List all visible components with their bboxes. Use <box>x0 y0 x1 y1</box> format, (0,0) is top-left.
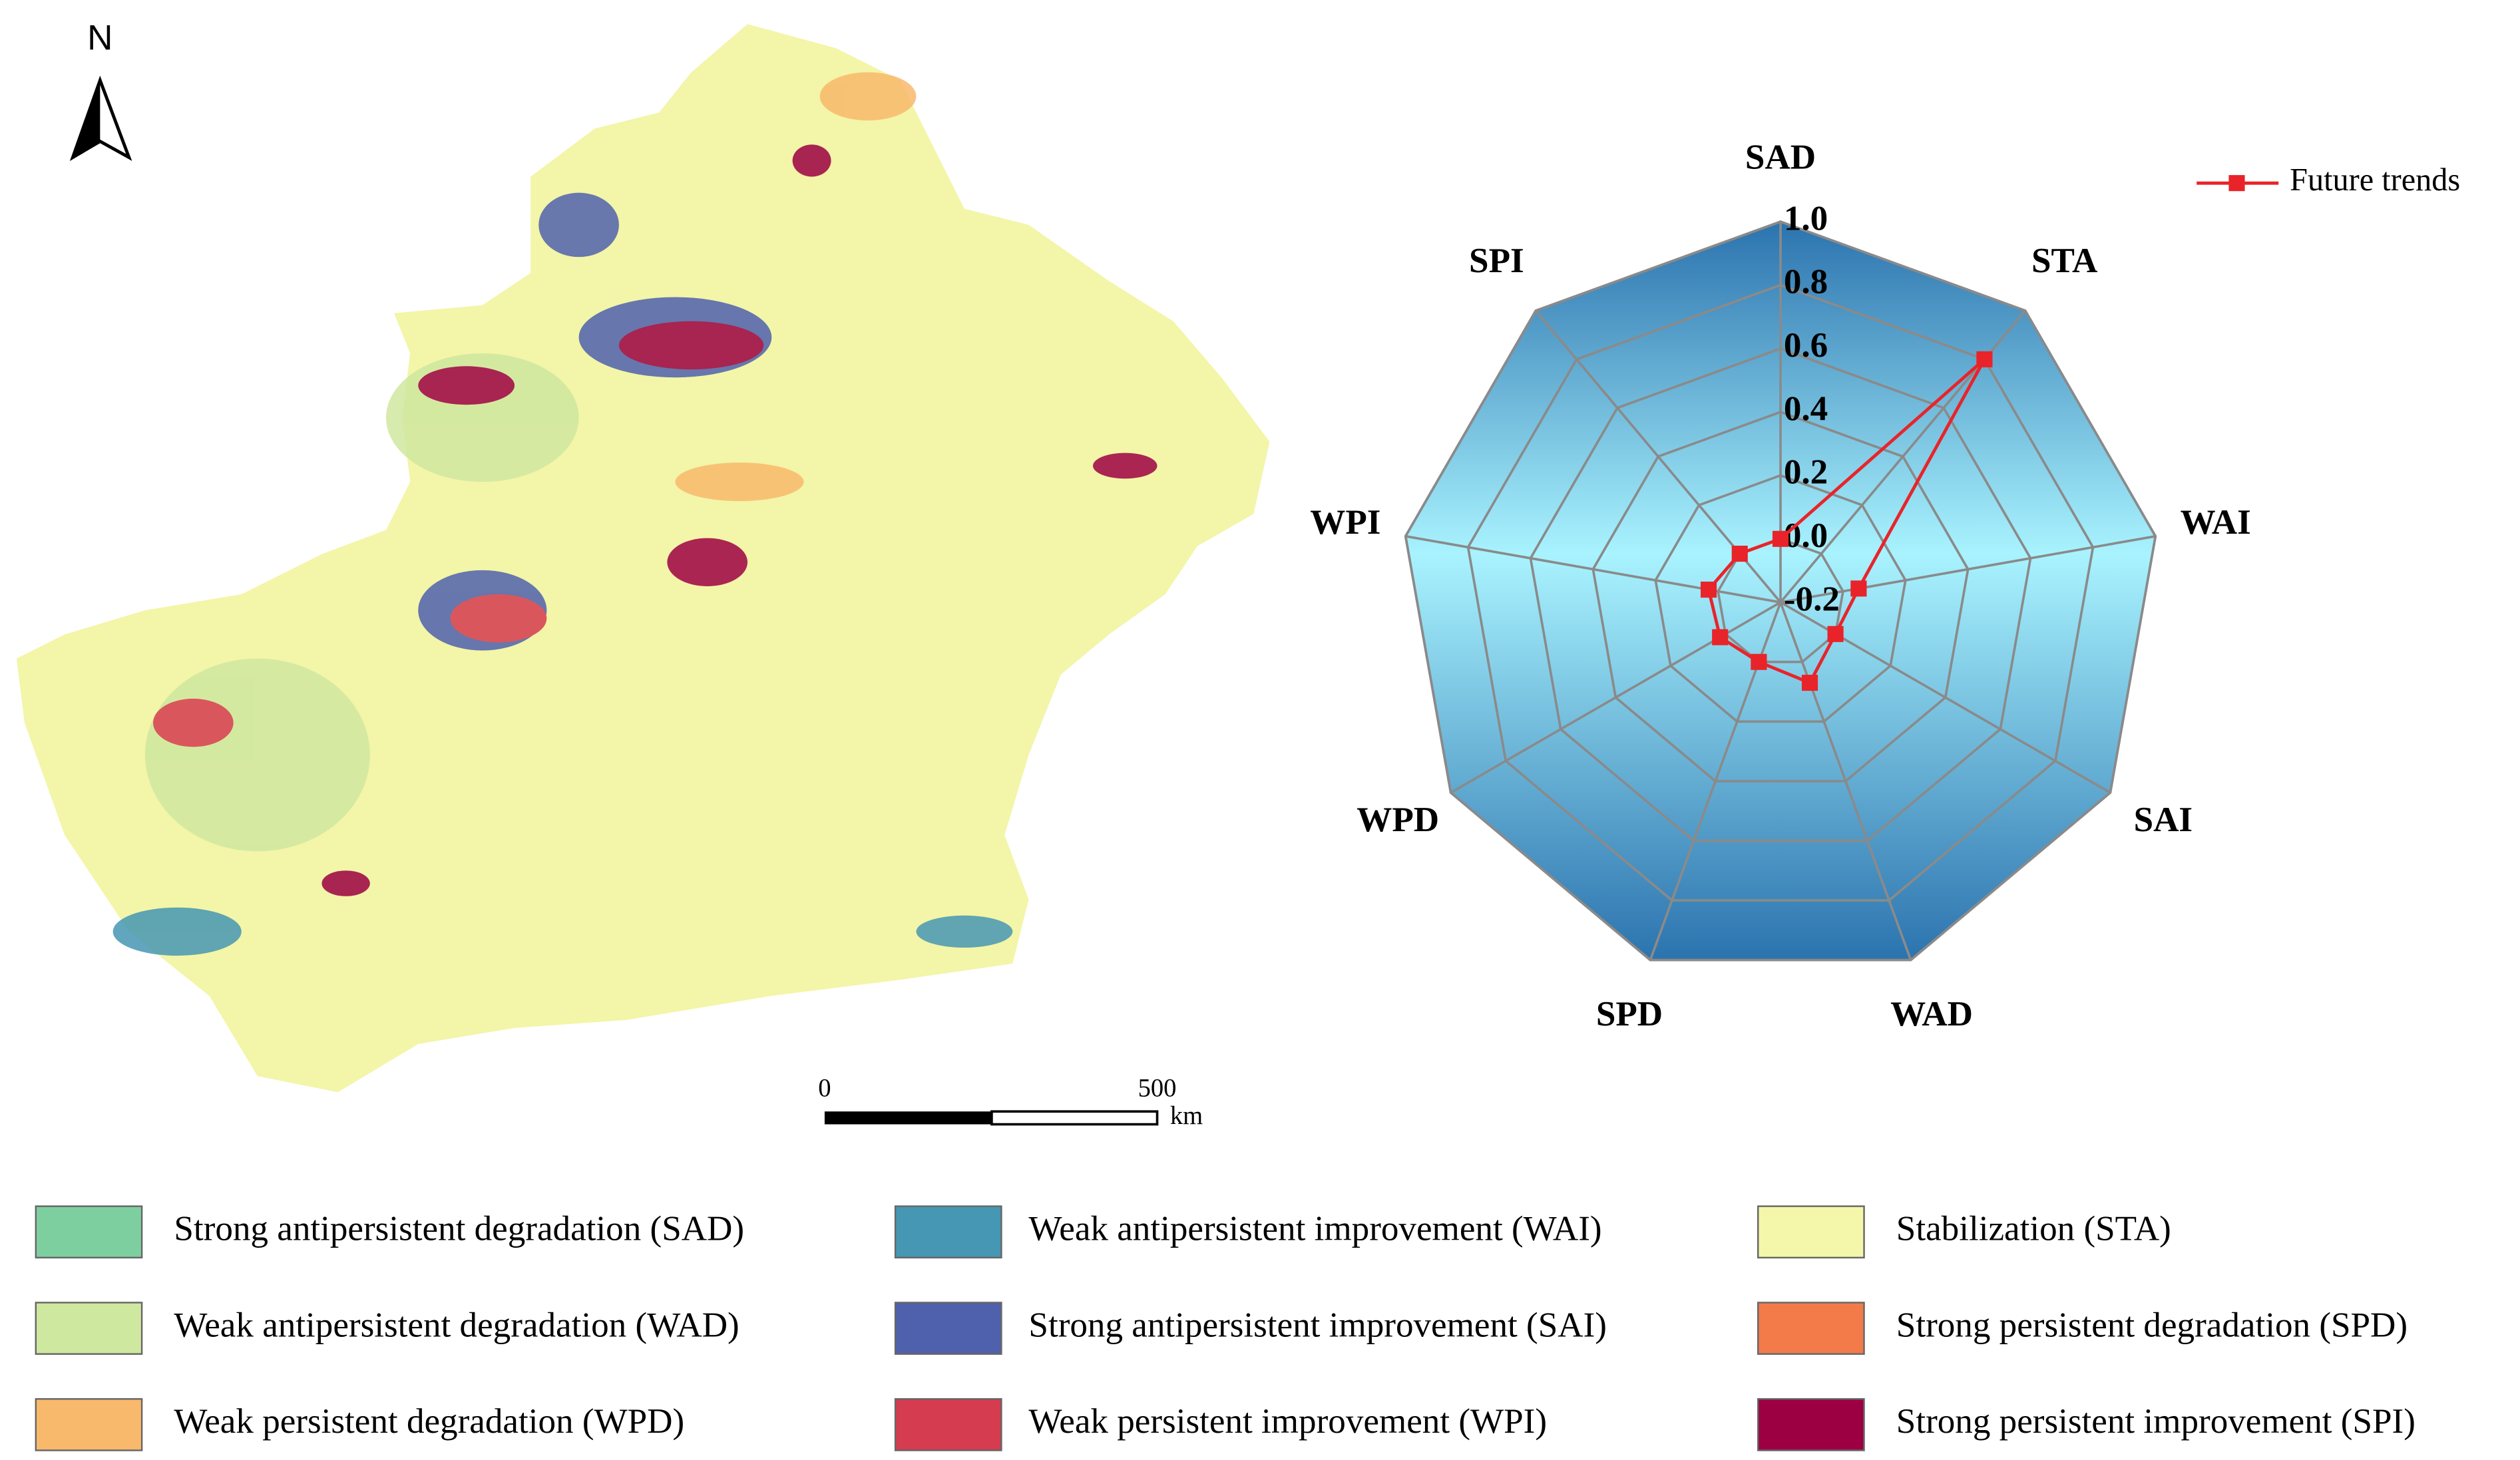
scale-bar <box>990 1110 1159 1126</box>
data-point <box>1751 653 1767 670</box>
legend-text: Strong persistent degradation (SPD) <box>1896 1306 2408 1344</box>
grid-ring <box>1466 283 2095 902</box>
legend-text: Weak antipersistent degradation (WAD) <box>174 1306 739 1344</box>
legend-text: Strong persistent improvement (SPI) <box>1896 1402 2415 1441</box>
radar-chart: SAD STA WAI SAI WAD SPD WPD WPI SPI -0.2 0.0 0.2 0.4… <box>1310 138 2460 1033</box>
data-point <box>1827 626 1844 642</box>
legend-swatch <box>1757 1302 1865 1355</box>
category-label: WPD <box>1357 801 1439 839</box>
category-label: SPD <box>1596 995 1663 1033</box>
legend-swatch <box>894 1398 1002 1451</box>
data-point <box>1976 351 1993 368</box>
grid-ring <box>1529 347 2032 842</box>
tick-label: 0.0 <box>1784 516 1828 555</box>
tick-label: 0.6 <box>1784 326 1828 365</box>
scale-bar <box>824 1111 992 1125</box>
grid-ring <box>1717 537 1844 663</box>
grid-ring <box>1591 411 1970 783</box>
legend-text: Strong antipersistent degradation (SAD) <box>174 1209 744 1248</box>
tick-label: 0.8 <box>1784 263 1828 301</box>
legend-swatch <box>1757 1398 1865 1451</box>
legend-text: Stabilization (STA) <box>1896 1209 2171 1248</box>
spoke <box>1779 602 1912 961</box>
category-label: WAD <box>1890 995 1973 1033</box>
scale-label: 500 <box>1138 1075 1177 1103</box>
category-label: SPI <box>1469 242 1524 280</box>
legend-swatch <box>35 1398 143 1451</box>
spoke <box>1780 535 2156 604</box>
data-point <box>1731 546 1748 562</box>
grid-ring <box>1404 220 2157 962</box>
tick-label: 0.4 <box>1784 389 1828 428</box>
legend-swatch <box>35 1302 143 1355</box>
category-label: STA <box>2031 242 2097 280</box>
scale-unit: km <box>1170 1102 1203 1130</box>
north-label: N <box>87 18 112 57</box>
legend-text: Weak antipersistent improvement (WAI) <box>1028 1209 1601 1248</box>
category-label: WAI <box>2181 503 2251 542</box>
legend-text: Weak persistent degradation (WPD) <box>174 1402 684 1441</box>
tick-label: -0.2 <box>1784 580 1840 618</box>
legend-swatch <box>894 1205 1002 1259</box>
north-arrow-fill <box>73 80 101 158</box>
tick-label: 1.0 <box>1784 199 1828 238</box>
legend-text: Strong antipersistent improvement (SAI) <box>1028 1306 1607 1344</box>
category-label: SAI <box>2134 801 2193 839</box>
legend-marker <box>2228 175 2245 192</box>
category-label: SAD <box>1745 138 1816 177</box>
legend: Strong antipersistent degradation (SAD) W… <box>35 1205 2415 1451</box>
series-line <box>1707 358 1986 685</box>
map: N 0 500 km <box>16 18 1270 1130</box>
spoke <box>1405 535 1781 604</box>
data-point <box>1712 629 1729 645</box>
data-point <box>1700 582 1717 598</box>
scale-label: 0 <box>818 1075 831 1103</box>
data-point <box>1772 530 1789 547</box>
legend-text: Weak persistent improvement (WPI) <box>1028 1402 1547 1441</box>
legend-swatch <box>1757 1205 1865 1259</box>
map-patches <box>112 72 1157 956</box>
legend-swatch <box>894 1302 1002 1355</box>
tick-label: 0.2 <box>1784 453 1828 492</box>
data-point <box>1850 580 1867 597</box>
category-label: WPI <box>1310 503 1380 542</box>
legend-swatch <box>35 1205 143 1259</box>
legend-label: Future trends <box>2290 162 2460 198</box>
data-point <box>1801 674 1818 691</box>
